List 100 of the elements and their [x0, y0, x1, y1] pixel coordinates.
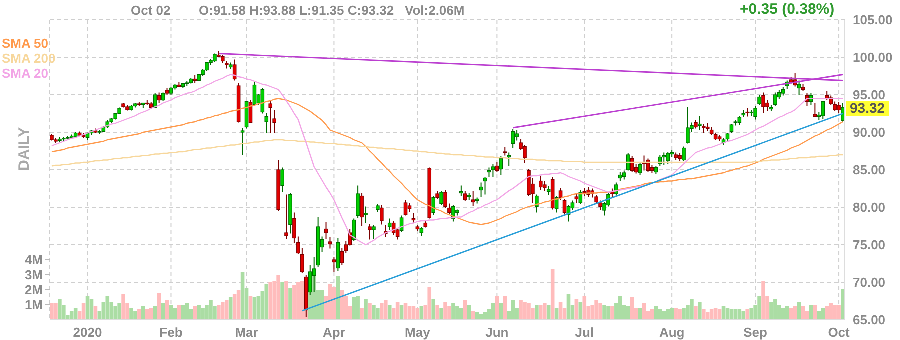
candlestick [558, 188, 563, 200]
bar [224, 300, 229, 320]
candlestick [232, 59, 237, 82]
bar [746, 310, 750, 320]
bar [825, 306, 830, 320]
candlestick [471, 190, 476, 206]
y-tick-label: 65.00 [853, 312, 886, 328]
bar [606, 306, 610, 320]
bar [460, 308, 464, 320]
bar [50, 304, 54, 320]
bar [70, 311, 74, 320]
bar [380, 304, 384, 320]
candlestick [495, 162, 500, 173]
x-tick-label: Feb [160, 325, 183, 340]
bar [436, 305, 440, 320]
bar [276, 275, 280, 320]
text: +0.35 (0.38%) [740, 1, 835, 18]
candlestick [766, 100, 770, 112]
bar [546, 305, 551, 320]
bar [384, 300, 388, 320]
bar [678, 310, 682, 320]
bar [428, 287, 432, 320]
candlestick [487, 167, 492, 178]
y-tick-label: 105.00 [853, 12, 893, 28]
candlestick [797, 80, 802, 96]
bar [574, 299, 579, 320]
y-tick-label: 75.00 [853, 238, 886, 253]
candlestick [380, 204, 384, 226]
bar [54, 304, 58, 320]
bar [539, 305, 543, 320]
bar [360, 308, 364, 320]
bar [610, 306, 614, 320]
candlestick [574, 192, 579, 204]
candlestick [260, 88, 265, 114]
candlestick [499, 156, 504, 176]
x-tick-label: Mar [235, 325, 258, 340]
text: SMA 20 [2, 66, 50, 81]
candlestick [837, 102, 841, 114]
bar [511, 300, 515, 320]
bar [372, 305, 376, 320]
candlestick [539, 176, 543, 191]
y2-tick-label: 3M [24, 268, 43, 283]
bar [268, 282, 273, 320]
candlestick [280, 167, 284, 193]
bar [706, 312, 710, 320]
bar [602, 305, 606, 320]
bar [90, 299, 94, 320]
bar [682, 308, 686, 320]
bar [690, 299, 694, 320]
bar [264, 284, 269, 320]
candlestick [682, 146, 686, 162]
bar [138, 310, 142, 320]
bar [742, 311, 746, 320]
candlestick [813, 102, 818, 118]
candlestick [432, 196, 436, 216]
bar [785, 306, 790, 320]
candlestick [491, 164, 496, 178]
candlestick [268, 100, 273, 134]
bar [292, 286, 296, 320]
bar [58, 299, 62, 320]
bar [527, 304, 531, 320]
candlestick [535, 194, 539, 214]
candlestick [404, 200, 408, 216]
bar [630, 298, 634, 320]
bar [550, 269, 555, 320]
candlestick [372, 225, 376, 240]
bar [228, 298, 233, 320]
bar [674, 308, 678, 320]
candlestick [284, 194, 288, 240]
bar [698, 302, 702, 320]
bar [452, 304, 456, 320]
bar [837, 305, 841, 320]
bar [467, 305, 472, 320]
bar [376, 308, 380, 320]
bar [781, 308, 786, 320]
bar [368, 304, 372, 320]
candlestick [626, 153, 630, 172]
bar [670, 308, 674, 320]
x-tick-label: Aug [659, 325, 685, 340]
bar [240, 272, 245, 320]
bar [86, 296, 90, 320]
bar [444, 302, 448, 320]
bar [535, 305, 539, 320]
bar [662, 311, 666, 320]
bar [821, 308, 826, 320]
x-tick-label: Apr [323, 325, 346, 340]
candlestick [324, 222, 328, 240]
bar [432, 299, 436, 320]
candlestick [511, 129, 515, 149]
y-tick-label: 95.00 [853, 88, 886, 103]
candlestick [507, 152, 512, 167]
bar [463, 300, 468, 320]
text: Vol:2.06M [405, 3, 465, 18]
bar [134, 311, 138, 320]
text: DAILY [16, 127, 33, 171]
bar [598, 304, 602, 320]
y2-tick-label: 4M [24, 252, 43, 268]
bar [618, 296, 622, 320]
candlestick [440, 190, 444, 206]
y2-tick-label: 2M [24, 282, 43, 298]
